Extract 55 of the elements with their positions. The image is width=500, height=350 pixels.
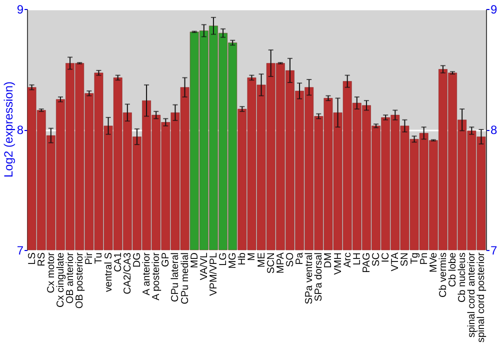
x-tick-label: LS	[26, 252, 38, 265]
x-tick-label: PAG	[361, 252, 372, 273]
x-tick-label: Pn	[418, 252, 430, 265]
x-tick-label: DM	[323, 252, 334, 268]
x-tick-label: Hb	[237, 252, 248, 266]
x-tick-label: A posterior	[151, 252, 162, 300]
x-tick-label: VTA	[390, 252, 402, 272]
x-tick-label: OB posterior	[74, 252, 86, 309]
x-tick-label: LH	[352, 252, 363, 266]
x-tick-label: CA2/CA3	[122, 252, 134, 294]
x-tick-label: LG	[218, 252, 230, 266]
x-tick-label: OB anterior	[65, 252, 76, 304]
x-tick-label: ventral S	[103, 252, 114, 292]
y-tick-label: 9	[16, 2, 24, 16]
x-tick-label: Cx cingulate	[55, 252, 66, 308]
y-tick-label: 8	[16, 123, 24, 137]
x-tick-label: MPA	[275, 252, 286, 274]
x-tick-label: SCN	[266, 252, 277, 274]
x-tick-label: MD	[189, 252, 200, 268]
x-tick-label: A anterior	[142, 252, 153, 296]
x-tick-label: Tu	[94, 252, 105, 264]
x-tick-label: Cb vermis	[438, 252, 449, 298]
x-tick-label: VPM/VPL	[208, 252, 220, 296]
x-tick-label: DG	[132, 252, 143, 268]
y2-tick-label: 9	[490, 2, 498, 16]
x-tick-label: IC	[380, 252, 392, 262]
y-tick-label: 7	[16, 244, 24, 258]
y-axis-title: Log2 (expression)	[2, 81, 16, 178]
x-tick-label: VA/VL	[198, 252, 210, 280]
x-tick-label: spinal cord posterior	[476, 252, 488, 343]
x-tick-label: SC	[371, 252, 382, 266]
x-tick-label: CPu medial	[180, 252, 191, 304]
x-tick-label: ME	[256, 252, 268, 268]
x-tick-label: VMH	[332, 252, 344, 275]
x-tick-label: SN	[400, 252, 411, 266]
x-tick-label: SO	[284, 252, 296, 267]
x-tick-label: GP	[160, 252, 172, 267]
y2-tick-label: 8	[490, 123, 498, 137]
x-tick-label: spinal cord anterior	[466, 252, 478, 338]
x-tick-label: RS	[36, 252, 48, 266]
x-tick-label: Cb lobe	[448, 252, 459, 287]
x-tick-label: CPu lateral	[170, 252, 182, 302]
x-tick-label: M	[246, 252, 258, 261]
x-tick-label: SPa dorsal	[314, 252, 325, 302]
x-tick-label: MVe	[428, 252, 440, 273]
x-tick-label: MG	[228, 252, 239, 269]
x-tick-label: Cb nucleus	[457, 252, 468, 303]
x-tick-label: Cx motor	[46, 252, 57, 294]
x-tick-label: Pir	[84, 252, 96, 265]
y2-tick-label: 7	[490, 244, 498, 258]
x-tick-label: Pa	[294, 252, 306, 265]
x-tick-label: SPa ventral	[304, 252, 316, 304]
x-tick-label: CA1	[112, 252, 124, 272]
x-tick-label: Tg	[409, 252, 420, 264]
x-tick-label: Arc	[342, 252, 354, 268]
